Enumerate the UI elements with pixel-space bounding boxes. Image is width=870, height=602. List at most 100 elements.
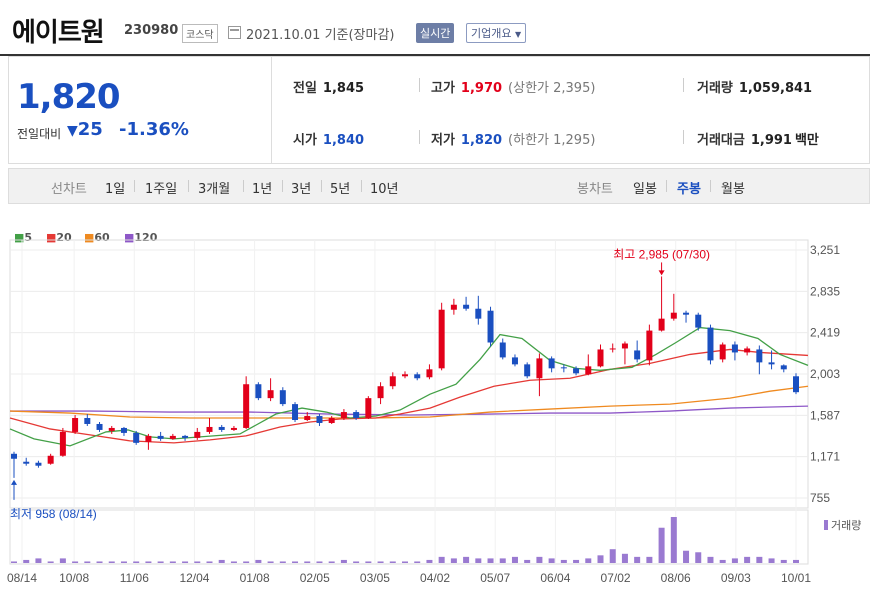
volume-legend-swatch: [824, 520, 828, 530]
volume-bar: [719, 559, 726, 563]
high-price: 고가 1,970 (상한가 2,395): [431, 77, 595, 96]
candle-body: [426, 369, 433, 378]
candle-body: [609, 348, 616, 350]
period-3y[interactable]: 3년: [291, 182, 312, 197]
candle-body: [683, 312, 690, 315]
volume-bar: [182, 561, 189, 563]
volume-bar: [145, 561, 152, 563]
y-tick-label: 1,587: [810, 408, 840, 422]
candle-body: [23, 461, 30, 464]
volume-bar: [463, 556, 470, 563]
volume-bar: [47, 561, 54, 563]
x-tick-label: 08/14: [7, 571, 37, 585]
company-overview-label: 기업개요: [471, 27, 512, 40]
volume-bar: [414, 561, 421, 563]
volume-bar: [304, 561, 311, 563]
volume-bar: [194, 561, 201, 563]
y-tick-label: 1,171: [810, 450, 840, 464]
candle-body: [487, 310, 494, 343]
candle-body: [463, 304, 470, 309]
volume-bar: [255, 559, 262, 563]
company-overview-dropdown[interactable]: 기업개요 ▼: [466, 23, 527, 43]
cell-divider: [419, 130, 420, 144]
ma120-line: [10, 405, 809, 416]
candle-body: [365, 398, 372, 419]
candle-body: [279, 390, 286, 405]
x-tick-label: 08/06: [661, 571, 691, 585]
volume-bar: [120, 561, 127, 563]
y-tick-label: 755: [810, 491, 830, 505]
volume-bar: [389, 561, 396, 563]
candle-body: [292, 404, 299, 421]
x-tick-label: 05/07: [480, 571, 510, 585]
candle-body: [548, 358, 555, 369]
high-label: 고가: [431, 81, 455, 96]
ma5-line: [9, 326, 809, 447]
volume-bar: [634, 556, 641, 563]
volume-bar: [670, 517, 677, 563]
candle-body: [96, 423, 103, 430]
period-divider: [710, 180, 711, 192]
volume-bar: [59, 558, 66, 563]
realtime-button[interactable]: 실시간: [416, 23, 455, 43]
volume-bar: [597, 555, 604, 563]
volume-bar: [768, 558, 775, 563]
candle-body: [768, 362, 775, 365]
period-3m[interactable]: 3개월: [198, 182, 231, 197]
legend-ma20: ■20: [46, 231, 72, 244]
candle-body: [11, 453, 17, 459]
period-1y[interactable]: 1년: [252, 182, 273, 197]
x-tick-label: 04/02: [420, 571, 450, 585]
y-tick-label: 2,835: [810, 284, 840, 298]
volume-bar: [621, 553, 628, 563]
volume-bar: [365, 561, 372, 563]
candle-body: [255, 384, 262, 399]
price-change: ▼25: [67, 119, 103, 140]
low-price: 저가 1,820 (하한가 1,295): [431, 129, 595, 148]
period-1w[interactable]: 1주일: [145, 182, 178, 197]
trade-amount: 거래대금 1,991 백만: [697, 129, 819, 148]
candle-daily[interactable]: 일봉: [633, 182, 657, 197]
volume-bar: [536, 556, 543, 563]
candle-body: [353, 412, 360, 419]
candle-weekly[interactable]: 주봉: [677, 182, 701, 197]
volume-bar: [11, 561, 17, 563]
calendar-icon: [228, 26, 241, 39]
legend-swatch: ■: [84, 231, 95, 244]
period-5y[interactable]: 5년: [330, 182, 351, 197]
candle-body: [59, 431, 66, 456]
volume-bar: [267, 561, 274, 563]
candle-body: [267, 390, 274, 399]
volume-bar: [658, 527, 665, 563]
volume-label: 거래량: [831, 519, 861, 532]
period-1d[interactable]: 1일: [105, 182, 126, 197]
candle-body: [377, 386, 384, 399]
x-tick-label: 01/08: [240, 571, 270, 585]
candle-body: [72, 418, 79, 432]
volume-bar: [573, 559, 580, 563]
candle-body: [475, 308, 482, 319]
candle-body: [658, 318, 665, 331]
low-value: 1,820: [460, 133, 503, 148]
volume-label: 거래량: [697, 81, 733, 96]
period-10y[interactable]: 10년: [370, 182, 399, 197]
x-tick-label: 10/01: [781, 571, 811, 585]
volume-frame: [9, 509, 809, 565]
candle-monthly[interactable]: 월봉: [721, 182, 745, 197]
candle-body: [621, 343, 628, 349]
candle-body: [304, 416, 311, 421]
chart-toolbar: 선차트 1일 1주일 3개월 1년 3년 5년 10년 봉차트 일봉 주봉 월봉: [8, 168, 870, 204]
candle-body: [230, 427, 237, 430]
candle-body: [450, 304, 457, 310]
period-divider: [321, 180, 322, 192]
candle-body: [120, 427, 127, 433]
period-divider: [188, 180, 189, 192]
volume-bar: [793, 559, 799, 563]
candle-body: [634, 350, 641, 360]
candle-body: [414, 374, 421, 379]
legend-ma5: ■5: [14, 231, 32, 244]
candle-body: [243, 384, 250, 428]
candle-body: [206, 426, 213, 432]
quote-divider: [271, 57, 272, 163]
